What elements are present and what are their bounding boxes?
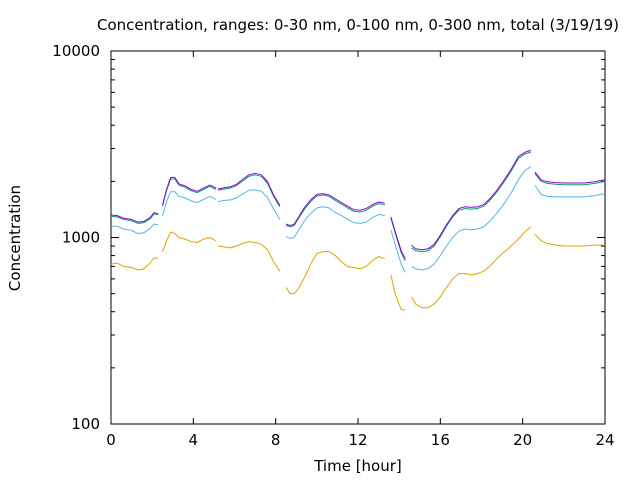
series-line-3 (285, 194, 385, 228)
series-line-4 (411, 149, 532, 251)
x-tick-label: 0 (106, 431, 116, 449)
x-tick-label: 12 (348, 431, 367, 449)
x-tick-label: 16 (431, 431, 450, 449)
series-line-4 (534, 171, 606, 184)
series-line-2 (162, 191, 217, 217)
series-line-3 (217, 174, 281, 208)
x-tick-label: 8 (271, 431, 281, 449)
series-line-4 (217, 172, 281, 206)
series-group (110, 149, 606, 311)
series-line-1 (411, 226, 532, 309)
y-tick-label: 100 (71, 415, 100, 433)
y-tick-label: 1000 (62, 229, 100, 247)
series-line-2 (411, 166, 532, 271)
series-line-4 (110, 212, 159, 223)
series-line-1 (534, 233, 605, 247)
series-line-3 (110, 213, 159, 224)
x-tick-label: 4 (189, 431, 199, 449)
series-line-1 (217, 241, 281, 272)
series-line-2 (534, 185, 606, 198)
plot-frame (110, 50, 606, 425)
series-line-2 (111, 223, 159, 234)
series-line-2 (390, 229, 406, 273)
x-ticks: 0 4 8 12 16 20 24 (106, 51, 615, 449)
x-tick-label: 20 (513, 431, 532, 449)
series-line-1 (162, 231, 217, 252)
x-tick-label: 24 (595, 431, 614, 449)
chart-title: Concentration, ranges: 0-30 nm, 0-100 nm… (97, 16, 619, 34)
series-line-3 (534, 173, 606, 186)
series-line-4 (285, 193, 385, 226)
series-line-1 (285, 251, 385, 295)
series-line-4 (162, 176, 217, 206)
series-line-1 (390, 274, 406, 311)
series-line-4 (390, 216, 406, 259)
y-tick-label: 10000 (52, 42, 100, 60)
series-line-2 (285, 206, 385, 239)
x-axis-label: Time [hour] (313, 457, 402, 475)
y-ticks: 100 1000 10000 (52, 42, 605, 433)
y-minor-ticks (111, 59, 605, 369)
series-line-2 (217, 189, 281, 220)
series-line-1 (110, 257, 159, 271)
y-axis-label: Concentration (6, 185, 24, 291)
series-line-3 (411, 151, 532, 253)
